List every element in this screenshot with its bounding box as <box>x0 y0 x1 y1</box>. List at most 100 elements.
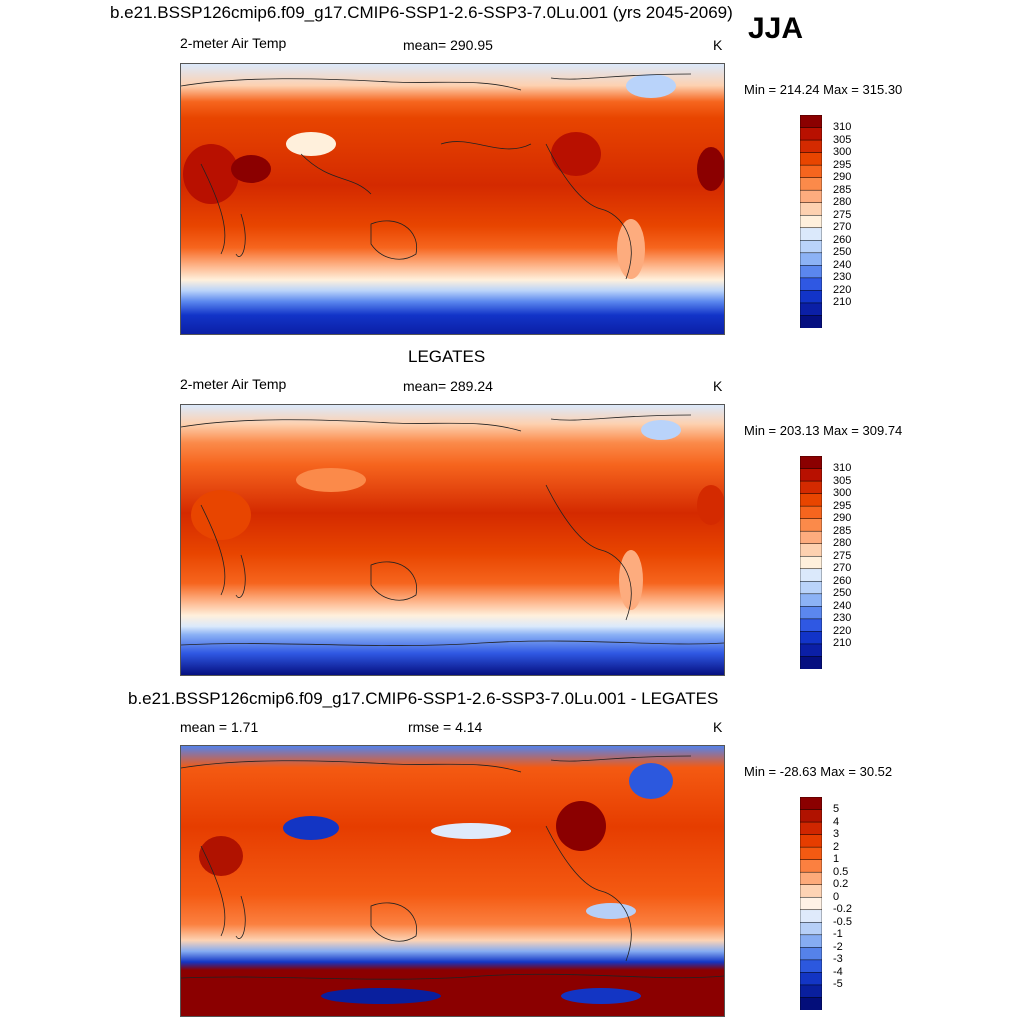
colorbar-swatch <box>800 884 822 898</box>
colorbar-swatch <box>800 530 822 545</box>
colorbar-swatch <box>800 618 822 633</box>
colorbar-swatch <box>800 518 822 532</box>
colorbar-swatch <box>800 581 822 595</box>
panel2-map <box>180 404 725 676</box>
colorbar-tick-label: -0.2 <box>833 903 852 916</box>
colorbar-tick-label: 3 <box>833 828 840 841</box>
panel2-units: K <box>713 378 723 394</box>
colorbar-swatch <box>800 797 822 811</box>
colorbar-swatch <box>800 127 822 141</box>
colorbar-swatch <box>800 177 822 191</box>
colorbar-tick-label: -5 <box>833 978 843 991</box>
colorbar-tick-label: 290 <box>833 171 852 184</box>
colorbar-tick-label: -2 <box>833 940 843 953</box>
panel2-mean: mean= 289.24 <box>403 378 493 394</box>
colorbar-swatch <box>800 896 822 911</box>
colorbar-swatch <box>800 227 822 242</box>
colorbar-tick-label: 300 <box>833 487 852 500</box>
panel2-minmax: Min = 203.13 Max = 309.74 <box>744 423 903 438</box>
colorbar-swatch <box>800 809 822 823</box>
colorbar-swatch <box>800 202 822 216</box>
colorbar-swatch <box>800 468 822 482</box>
colorbar-tick-label: 260 <box>833 233 852 246</box>
colorbar-swatch <box>800 834 822 848</box>
colorbar-swatch <box>800 922 822 936</box>
colorbar-swatch <box>800 972 822 986</box>
panel1-units: K <box>713 37 723 53</box>
colorbar-swatch <box>800 139 822 154</box>
colorbar-swatch <box>800 302 822 317</box>
colorbar-swatch <box>800 606 822 620</box>
colorbar-swatch <box>800 493 822 507</box>
panel3-title: b.e21.BSSP126cmip6.f09_g17.CMIP6-SSP1-2.… <box>128 689 719 708</box>
colorbar-tick-label: 260 <box>833 574 852 587</box>
panel2-variable: 2-meter Air Temp <box>180 376 287 392</box>
colorbar-swatch <box>800 456 822 470</box>
colorbar-tick-label: 210 <box>833 296 852 309</box>
colorbar-swatch <box>800 959 822 974</box>
colorbar-tick-label: 230 <box>833 271 852 284</box>
colorbar-tick-label: 230 <box>833 612 852 625</box>
colorbar-tick-label: -1 <box>833 928 843 941</box>
colorbar-swatch <box>800 997 822 1010</box>
colorbar-tick-label: 250 <box>833 246 852 259</box>
colorbar-swatch <box>800 115 822 129</box>
colorbar-swatch <box>800 656 822 669</box>
panel3-rmse: rmse = 4.14 <box>408 719 483 735</box>
colorbar-tick-label: 300 <box>833 146 852 159</box>
colorbar-tick-label: 305 <box>833 133 852 146</box>
figure-title: b.e21.BSSP126cmip6.f09_g17.CMIP6-SSP1-2.… <box>110 3 733 22</box>
colorbar-swatch <box>800 821 822 836</box>
colorbar-tick-label: 240 <box>833 258 852 271</box>
colorbar-tick-label: 280 <box>833 537 852 550</box>
colorbar-swatch <box>800 934 822 949</box>
colorbar-tick-label: 285 <box>833 183 852 196</box>
colorbar-tick-label: 4 <box>833 815 840 828</box>
panel1-map <box>180 63 725 335</box>
colorbar-swatch <box>800 593 822 608</box>
colorbar-tick-label: 0 <box>833 890 840 903</box>
colorbar-tick-label: 0.5 <box>833 865 849 878</box>
panel3-minmax: Min = -28.63 Max = 30.52 <box>744 764 893 779</box>
panel1-mean: mean= 290.95 <box>403 37 493 53</box>
colorbar-swatch <box>800 480 822 495</box>
colorbar-tick-label: 5 <box>833 803 840 816</box>
colorbar-swatch <box>800 152 822 166</box>
colorbar-tick-label: 2 <box>833 840 840 853</box>
panel2-title: LEGATES <box>408 347 486 366</box>
colorbar-tick-label: 1 <box>833 853 840 866</box>
colorbar-tick-label: 275 <box>833 208 852 221</box>
colorbar-tick-label: 285 <box>833 524 852 537</box>
colorbar-swatch <box>800 984 822 999</box>
colorbar-swatch <box>800 315 822 328</box>
colorbar-tick-label: 270 <box>833 221 852 234</box>
colorbar-swatch <box>800 543 822 557</box>
colorbar-swatch <box>800 859 822 873</box>
colorbar-tick-label: 0.2 <box>833 878 849 891</box>
colorbar-swatch <box>800 252 822 267</box>
colorbar-tick-label: 240 <box>833 599 852 612</box>
colorbar-swatch <box>800 277 822 292</box>
panel3-mean: mean = 1.71 <box>180 719 259 735</box>
colorbar-tick-label: 270 <box>833 562 852 575</box>
colorbar-tick-label: 280 <box>833 196 852 209</box>
colorbar-swatch <box>800 505 822 520</box>
season-label: JJA <box>748 12 804 45</box>
colorbar-swatch <box>800 631 822 645</box>
colorbar-swatch <box>800 214 822 229</box>
colorbar-swatch <box>800 643 822 658</box>
colorbar-swatch <box>800 947 822 961</box>
colorbar-tick-label: 290 <box>833 512 852 525</box>
colorbar-tick-label: 310 <box>833 121 852 134</box>
colorbar-tick-label: -3 <box>833 953 843 966</box>
panel2-colorbar <box>800 456 822 669</box>
colorbar-tick-label: 295 <box>833 499 852 512</box>
colorbar-tick-label: -0.5 <box>833 915 852 928</box>
panel3-units: K <box>713 719 723 735</box>
colorbar-swatch <box>800 189 822 204</box>
panel3-map <box>180 745 725 1017</box>
panel3-colorbar <box>800 797 822 1010</box>
colorbar-tick-label: -4 <box>833 965 843 978</box>
colorbar-swatch <box>800 846 822 861</box>
colorbar-swatch <box>800 240 822 254</box>
